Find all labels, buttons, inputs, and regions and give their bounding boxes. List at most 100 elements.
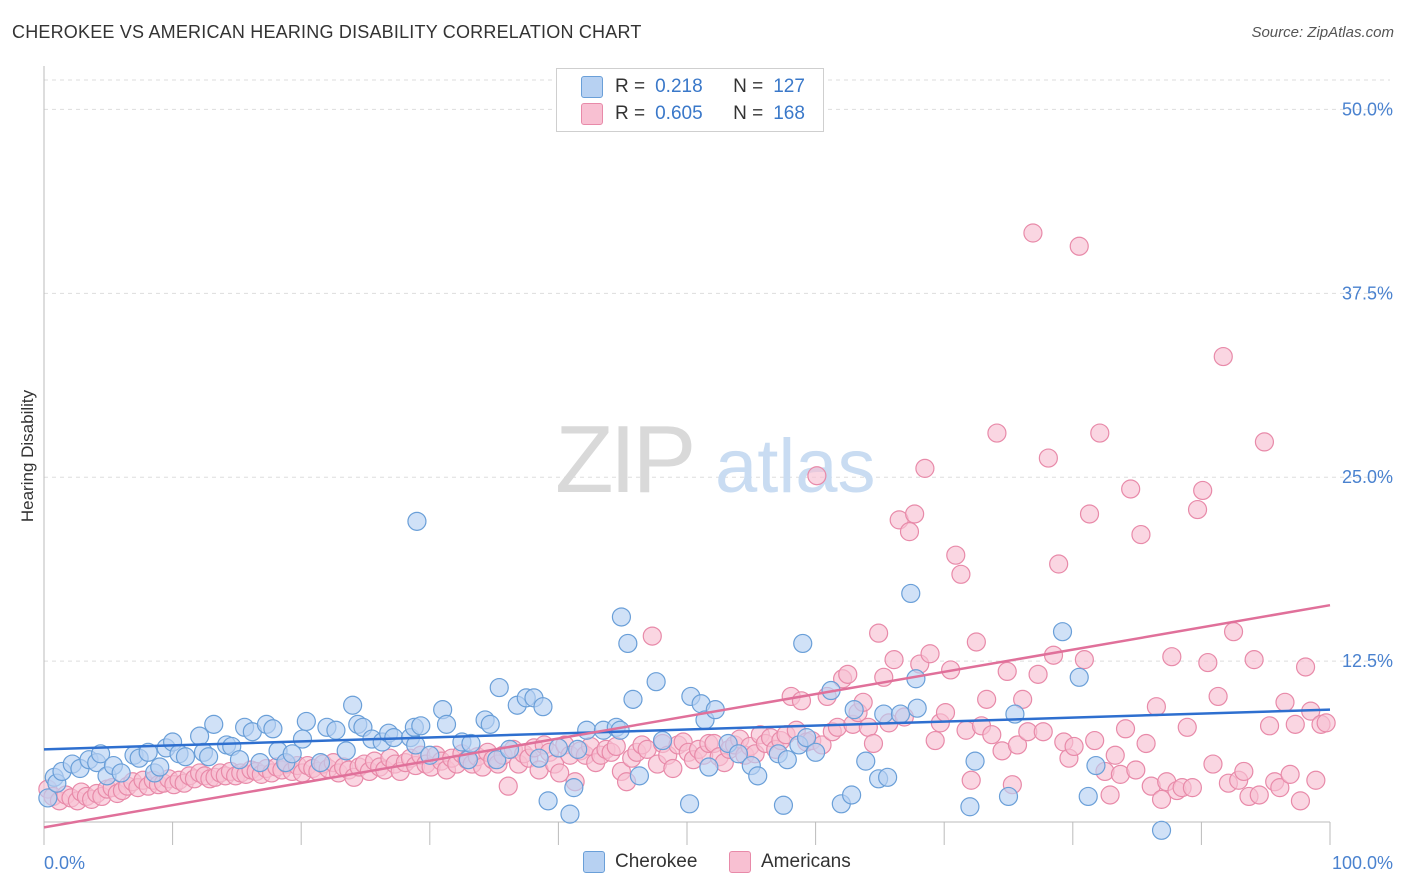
point-americans [1151,789,1172,809]
point-cherokee [652,730,673,751]
point-cherokee [343,695,363,715]
y-tick-label: 50.0% [1342,99,1393,119]
point-cherokee [529,748,549,768]
point-cherokee [1151,820,1172,840]
legend-label-cherokee: Cherokee [615,851,698,872]
point-americans [663,758,683,779]
legend-item-cherokee[interactable]: Cherokee [583,851,697,873]
point-americans [1223,622,1244,642]
point-cherokee [560,804,580,824]
y-tick-label: 12.5% [1342,651,1393,671]
point-americans [1316,713,1336,733]
point-cherokee [411,716,431,736]
point-americans [1187,499,1208,520]
point-americans [1244,650,1264,670]
point-cherokee [90,744,111,764]
point-americans [1162,647,1182,667]
point-americans [977,689,997,709]
point-americans [1213,346,1233,367]
tick-labels: 12.5% 25.0% 37.5% 50.0% 0.0% 100.0% [44,99,1393,873]
series-americans-points [38,223,1336,811]
point-cherokee [282,744,302,764]
point-cherokee [844,700,864,720]
point-americans [1023,223,1043,243]
point-cherokee [856,751,876,771]
point-cherokee [326,720,346,740]
point-americans [997,661,1017,682]
point-cherokee [406,735,426,755]
americans-legend-swatch [729,851,751,873]
point-cherokee [407,511,427,531]
point-cherokee [38,788,58,808]
point-cherokee [533,697,553,717]
point-cherokee [699,757,719,777]
point-cherokee [748,766,768,786]
point-cherokee [336,741,356,761]
point-americans [1007,735,1028,755]
point-americans [1121,479,1141,499]
point-americans [807,466,827,486]
point-cherokee [1052,622,1073,642]
point-cherokee [480,714,500,734]
point-americans [905,504,925,524]
point-americans [858,717,878,737]
point-americans [1079,504,1100,524]
point-americans [915,458,935,478]
point-americans [1074,650,1094,670]
point-cherokee [564,778,584,798]
point-americans [920,644,940,664]
point-cherokee [805,742,826,762]
point-cherokee [296,711,316,732]
point-americans [1254,432,1275,452]
trend-line-cherokee [43,708,1331,751]
point-americans [1028,664,1048,684]
point-cherokee [150,757,170,777]
r-value: 0.218 [655,76,703,97]
x-tick-label-min: 0.0% [44,853,85,873]
point-americans [1270,778,1290,798]
point-cherokee [618,633,638,654]
legend-row-cherokee: R = 0.218 N = 127 [581,74,805,100]
n-label: N = [733,103,764,124]
legend-item-americans[interactable]: Americans [729,851,851,873]
n-value: 168 [773,103,805,124]
point-cherokee [436,714,457,734]
point-cherokee [874,704,894,724]
point-cherokee [965,751,985,771]
point-cherokee [1069,667,1089,687]
point-americans [1049,554,1069,574]
point-americans [1280,764,1300,784]
point-cherokee [611,607,632,627]
point-americans [1203,754,1223,774]
point-americans [1290,791,1311,811]
point-cherokee [548,738,569,758]
point-americans [925,730,945,751]
point-americans [642,626,662,646]
point-cherokee [773,795,794,815]
source-label: Source: ZipAtlas.com [1251,24,1394,41]
point-americans [1285,714,1305,734]
cherokee-swatch [581,76,603,98]
axes [43,66,1331,845]
point-americans [838,664,858,684]
point-americans [1105,745,1125,765]
point-cherokee [250,753,270,773]
point-cherokee [489,677,509,698]
point-cherokee [229,750,250,770]
legend-row-americans: R = 0.605 N = 168 [581,101,805,127]
point-americans [1177,717,1197,737]
r-label: R = [615,76,646,97]
point-americans [966,632,986,652]
series-legend: Cherokee Americans [0,851,1406,877]
point-cherokee [499,739,520,759]
cherokee-legend-swatch [583,851,605,873]
point-americans [1234,761,1254,782]
point-americans [1069,236,1089,256]
grid-lines [44,79,1390,662]
watermark-atlas: atlas [715,424,876,509]
point-americans [1131,524,1151,545]
point-cherokee [1078,786,1098,807]
point-americans [1136,733,1156,754]
point-americans [1198,652,1218,673]
